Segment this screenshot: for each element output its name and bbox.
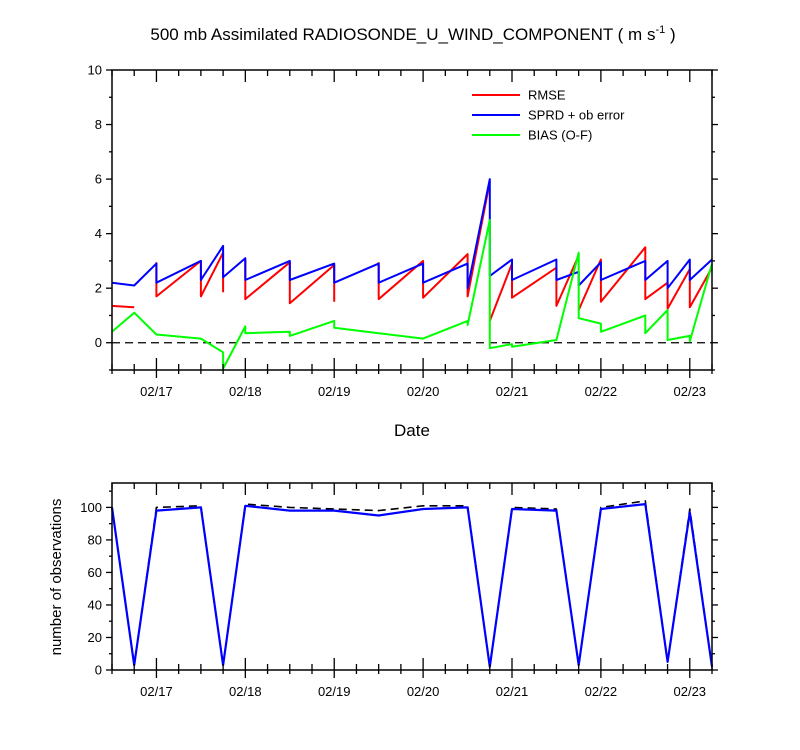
series-line-segment	[488, 255, 580, 322]
bottom-y-tick-label: 40	[88, 597, 102, 612]
series-line-segment	[111, 178, 713, 290]
top-y-tick-label: 10	[88, 63, 102, 78]
top-y-tick-label: 4	[95, 226, 102, 241]
series-bias-o-f	[111, 219, 713, 370]
bottom-x-tick-label: 02/17	[140, 684, 173, 699]
series-line-segment	[155, 251, 225, 298]
series-rmse	[111, 181, 713, 322]
series-line-segment	[111, 304, 135, 309]
top-x-tick-label: 02/23	[674, 384, 707, 399]
bottom-x-tick-label: 02/20	[407, 684, 440, 699]
top-x-tick-label: 02/18	[229, 384, 262, 399]
top-x-tick-label: 02/17	[140, 384, 173, 399]
chart-title-end: )	[665, 25, 675, 44]
top-plot-frame	[111, 69, 713, 371]
x-axis-label: Date	[394, 421, 430, 440]
bottom-y-tick-label: 80	[88, 532, 102, 547]
top-x-tick-label: 02/21	[496, 384, 529, 399]
top-x-tick-label: 02/22	[585, 384, 618, 399]
chart-title-unit-exponent: -1	[655, 24, 665, 36]
top-x-tick-label: 02/19	[318, 384, 351, 399]
bottom-y-tick-label: 20	[88, 630, 102, 645]
series-sprd-ob-error	[111, 178, 713, 290]
series-line-segment	[111, 219, 713, 370]
bottom-x-tick-label: 02/22	[585, 684, 618, 699]
series-possible-observations	[111, 500, 713, 668]
series-assimilated-observations	[110, 503, 714, 668]
legend: RMSE SPRD + ob error BIAS (O-F)	[472, 88, 625, 143]
bottom-y-tick-label: 60	[88, 565, 102, 580]
y-axis-label-observations: number of observations	[48, 499, 65, 656]
bottom-x-tick-label: 02/23	[674, 684, 707, 699]
bottom-plot-frame	[111, 482, 713, 671]
top-y-tick-label: 0	[95, 335, 102, 350]
series-line-segment	[377, 181, 491, 301]
top-y-tick-label: 8	[95, 117, 102, 132]
bottom-x-tick-label: 02/18	[229, 684, 262, 699]
bottom-y-tick-label: 0	[95, 663, 102, 678]
legend-label: BIAS (O-F)	[528, 128, 592, 143]
top-x-tick-label: 02/20	[407, 384, 440, 399]
chart-title: 500 mb Assimilated RADIOSONDE_U_WIND_COM…	[150, 24, 675, 44]
bottom-panel: 02/17 02/18 02/19 02/20 02/21 02/22 02/23 0 20 40…	[48, 482, 718, 699]
bottom-y-tick-label: 100	[80, 500, 102, 515]
top-panel: 02/17 02/18 02/19 02/20 02/21 02/22 02/23 0 2 4 6 8…	[88, 63, 718, 440]
chart-title-main: 500 mb Assimilated RADIOSONDE_U_WIND_COM…	[150, 25, 655, 44]
legend-label: SPRD + ob error	[528, 108, 625, 123]
bottom-x-tick-label: 02/21	[496, 684, 529, 699]
bottom-x-tick-label: 02/19	[318, 684, 351, 699]
top-y-tick-label: 6	[95, 172, 102, 187]
top-y-tick-label: 2	[95, 281, 102, 296]
legend-label: RMSE	[528, 88, 566, 103]
